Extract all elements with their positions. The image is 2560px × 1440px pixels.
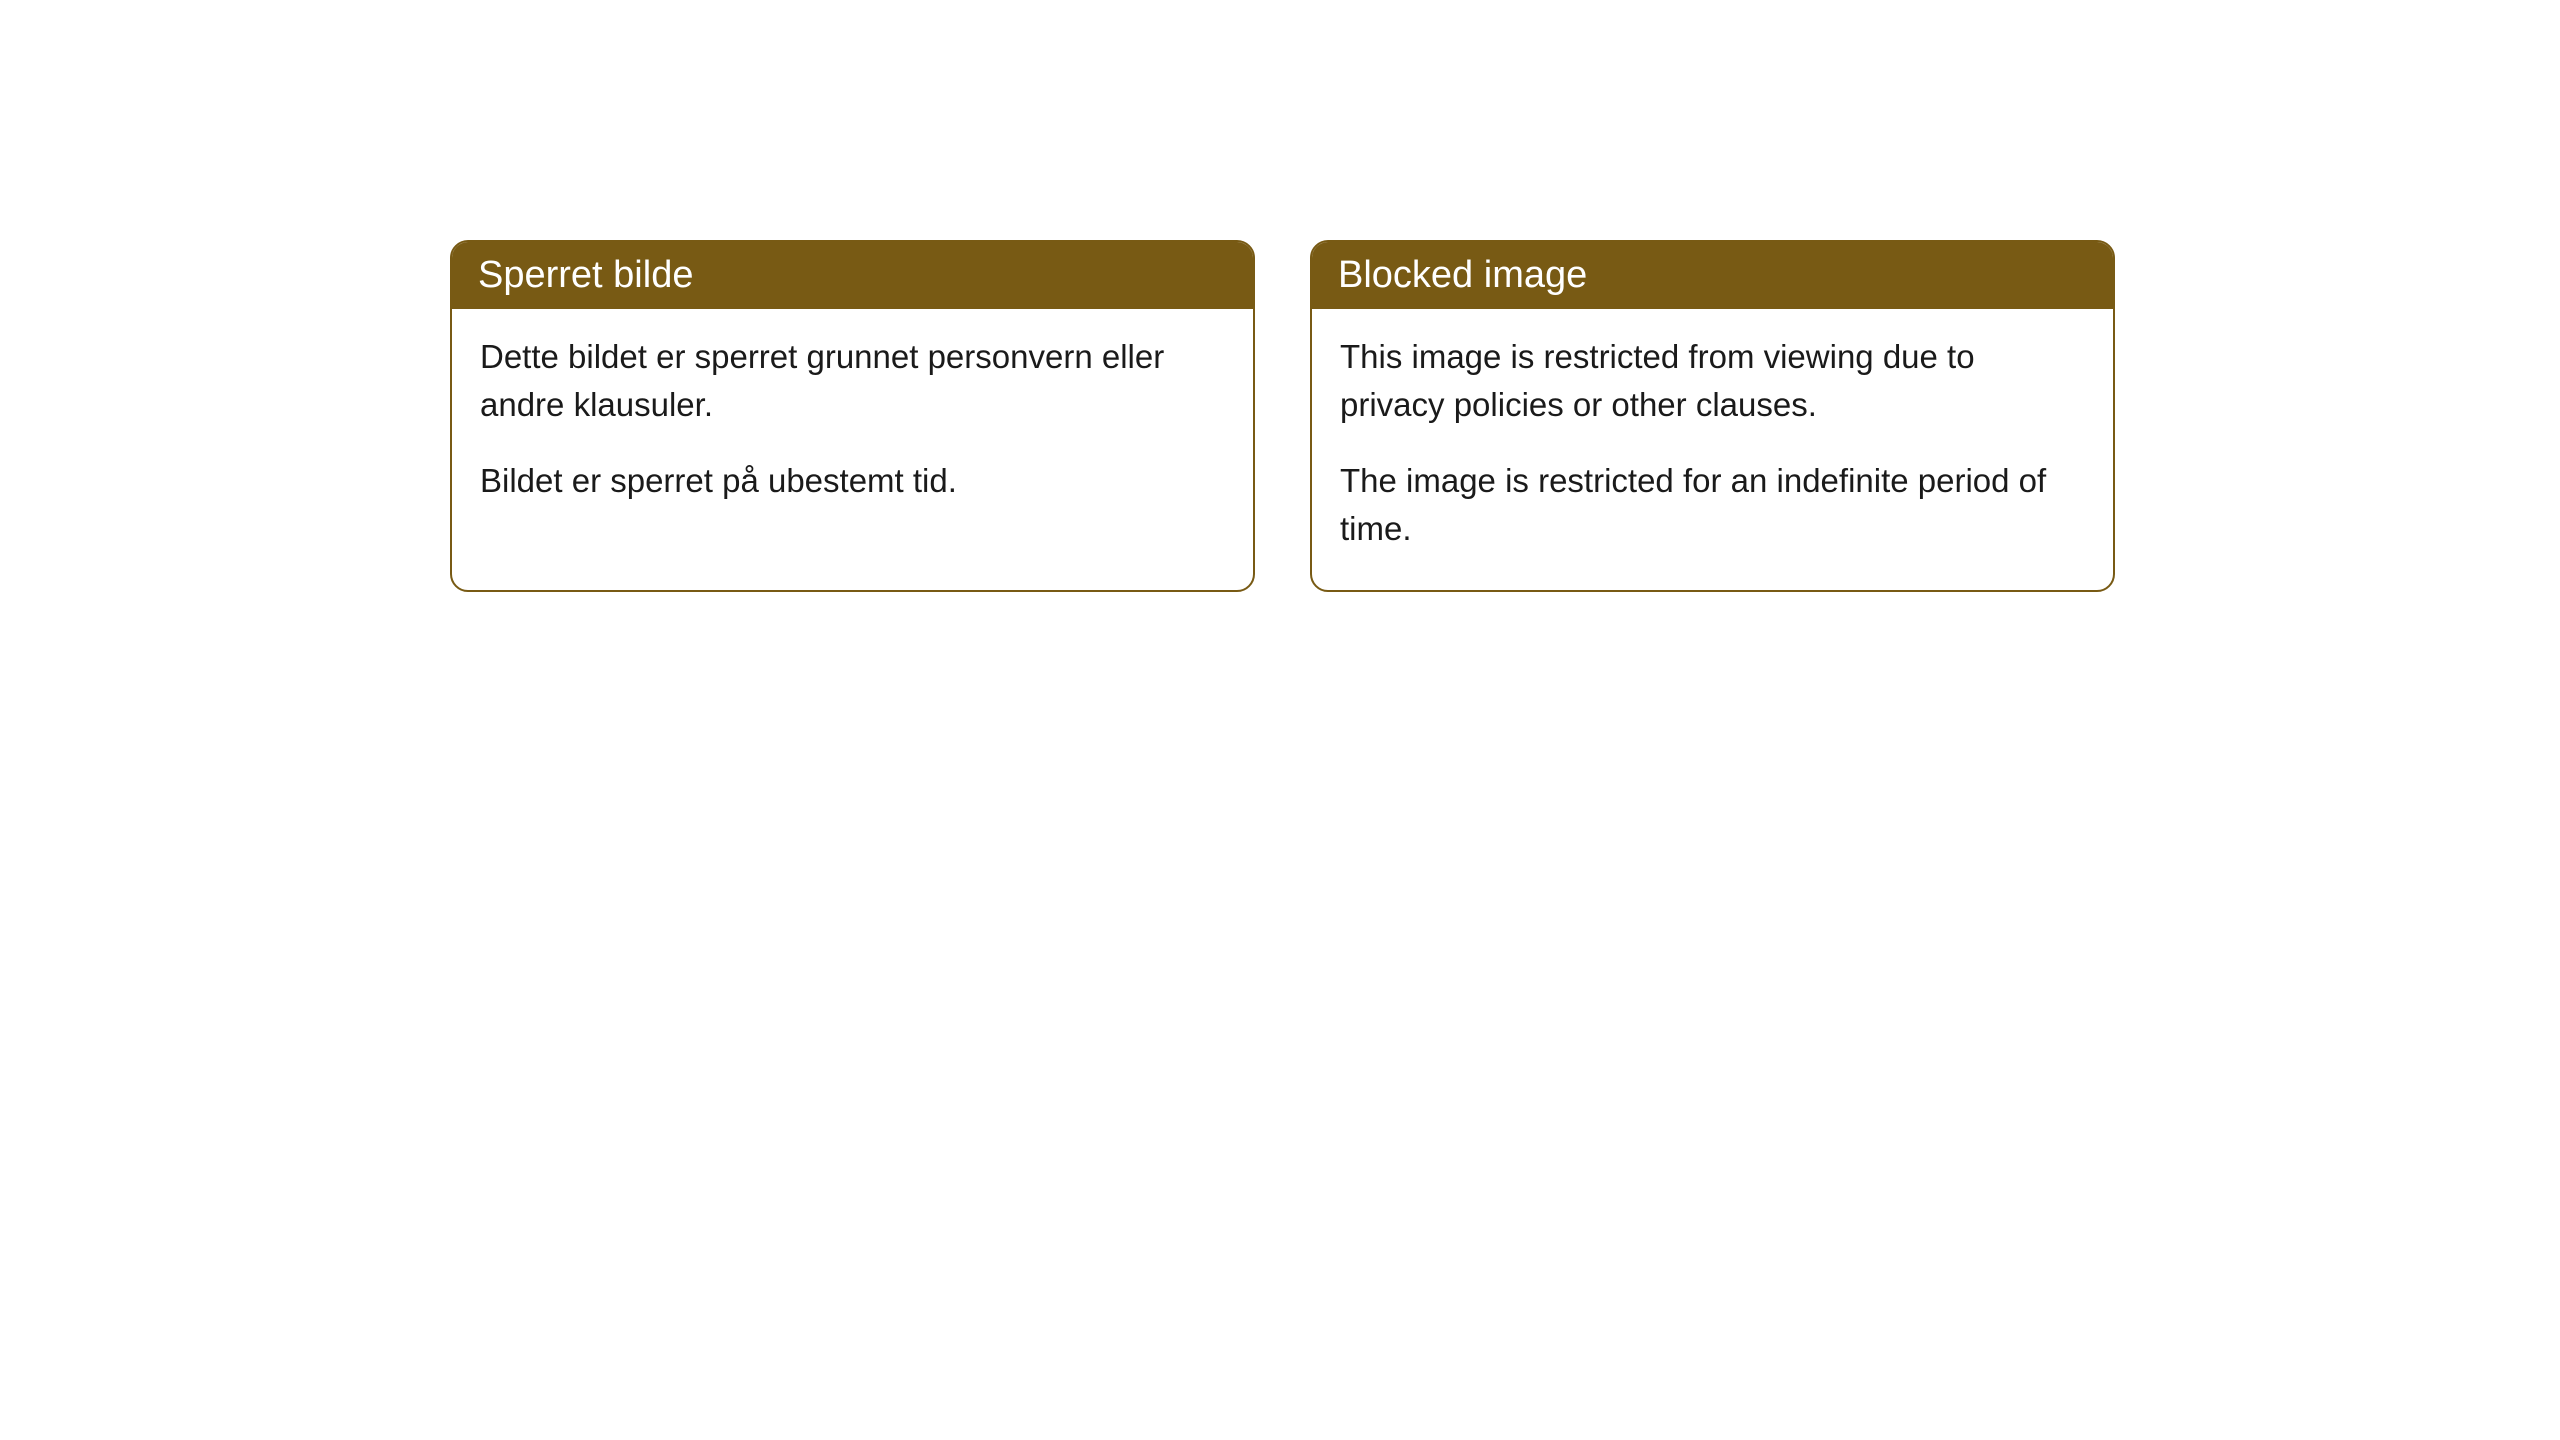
card-norwegian: Sperret bilde Dette bildet er sperret gr… <box>450 240 1255 592</box>
card-header-english: Blocked image <box>1312 242 2113 309</box>
card-english: Blocked image This image is restricted f… <box>1310 240 2115 592</box>
card-header-norwegian: Sperret bilde <box>452 242 1253 309</box>
card-body-norwegian: Dette bildet er sperret grunnet personve… <box>452 309 1253 543</box>
card-text-2-english: The image is restricted for an indefinit… <box>1340 457 2085 553</box>
card-text-1-english: This image is restricted from viewing du… <box>1340 333 2085 429</box>
card-body-english: This image is restricted from viewing du… <box>1312 309 2113 590</box>
card-text-2-norwegian: Bildet er sperret på ubestemt tid. <box>480 457 1225 505</box>
cards-container: Sperret bilde Dette bildet er sperret gr… <box>450 240 2115 592</box>
card-text-1-norwegian: Dette bildet er sperret grunnet personve… <box>480 333 1225 429</box>
